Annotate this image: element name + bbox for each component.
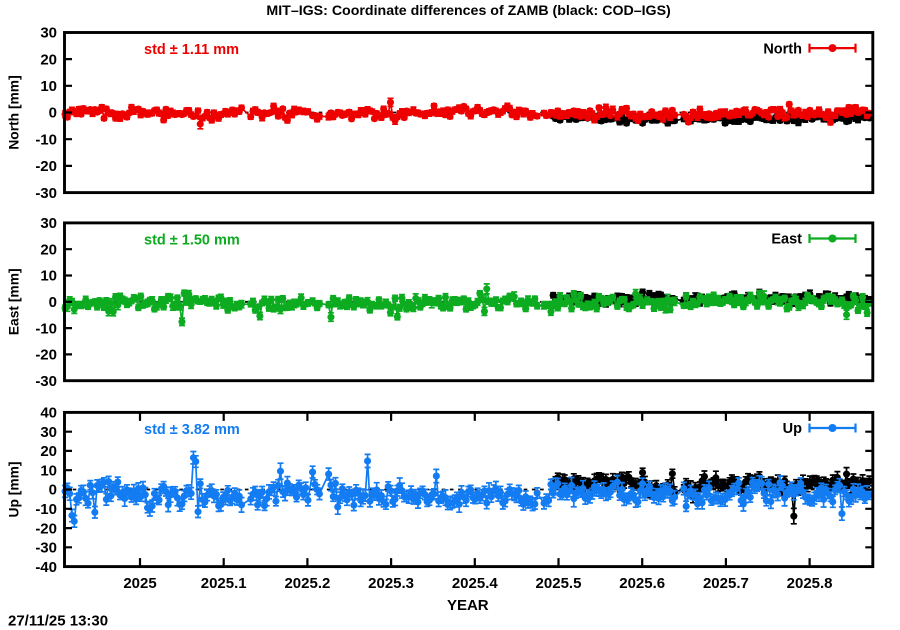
svg-text:2025: 2025 [123,575,156,592]
svg-text:Up: Up [783,421,802,437]
svg-text:North: North [763,41,802,57]
svg-text:-30: -30 [35,373,57,390]
svg-text:0: 0 [49,294,57,311]
svg-text:std ± 1.11 mm: std ± 1.11 mm [144,42,239,58]
svg-text:-30: -30 [35,540,57,557]
svg-text:20: 20 [40,51,57,68]
svg-text:Up [mm]: Up [mm] [7,462,22,518]
svg-text:-20: -20 [35,347,57,364]
svg-text:30: 30 [40,25,57,42]
svg-text:2025.4: 2025.4 [452,575,499,592]
svg-text:2025.3: 2025.3 [368,575,414,592]
svg-text:20: 20 [40,443,57,460]
svg-text:std ± 1.50 mm: std ± 1.50 mm [144,233,240,249]
svg-text:-20: -20 [35,520,57,537]
svg-text:2025.2: 2025.2 [284,575,330,592]
svg-text:-30: -30 [35,185,57,202]
svg-text:East [mm]: East [mm] [7,268,22,335]
svg-text:-10: -10 [35,501,57,518]
svg-text:27/11/25 13:30: 27/11/25 13:30 [8,613,108,630]
svg-text:10: 10 [40,462,57,479]
svg-text:0: 0 [49,105,57,122]
svg-text:North [mm]: North [mm] [7,75,22,149]
svg-text:std ± 3.82 mm: std ± 3.82 mm [144,422,240,438]
svg-text:10: 10 [40,268,57,285]
svg-text:-10: -10 [35,320,57,337]
svg-text:2025.5: 2025.5 [536,575,582,592]
svg-text:-10: -10 [35,131,57,148]
svg-text:East: East [771,232,802,248]
svg-text:YEAR: YEAR [447,597,489,614]
svg-text:2025.7: 2025.7 [703,575,749,592]
svg-text:10: 10 [40,78,57,95]
svg-text:-20: -20 [35,158,57,175]
svg-text:MIT–IGS: Coordinate difference: MIT–IGS: Coordinate differences of ZAMB … [266,3,671,19]
svg-text:20: 20 [40,241,57,258]
svg-text:40: 40 [40,405,57,422]
svg-text:30: 30 [40,424,57,441]
svg-text:0: 0 [49,482,57,499]
svg-text:2025.8: 2025.8 [787,575,833,592]
svg-text:2025.1: 2025.1 [201,575,247,592]
svg-text:-40: -40 [35,559,57,576]
svg-text:2025.6: 2025.6 [619,575,665,592]
svg-text:30: 30 [40,215,57,232]
